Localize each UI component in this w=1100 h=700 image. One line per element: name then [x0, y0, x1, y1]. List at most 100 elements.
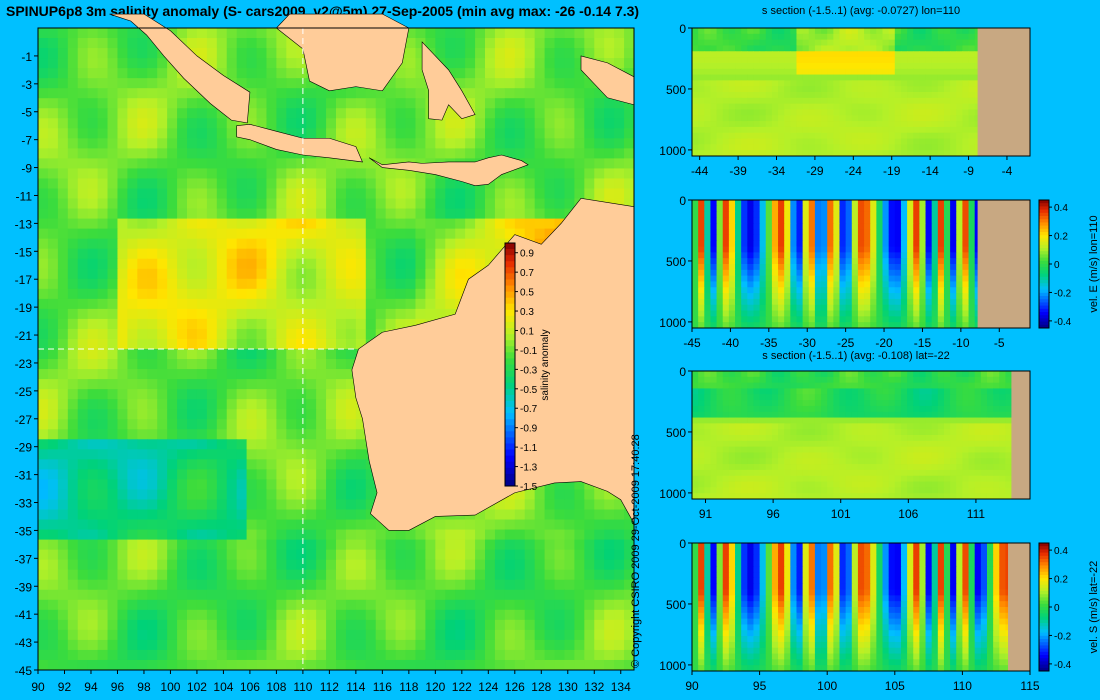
map-cell	[425, 599, 436, 611]
map-cell	[504, 218, 516, 230]
map-cell	[216, 349, 228, 360]
map-cell	[336, 369, 347, 380]
map-cell	[57, 549, 69, 561]
map-cell	[395, 559, 407, 571]
map-cell	[494, 108, 506, 119]
map-cell	[276, 328, 287, 340]
map-cell	[316, 349, 327, 360]
map-cell	[256, 248, 267, 260]
map-cell	[107, 639, 118, 651]
map-cell	[445, 128, 456, 139]
map-cell	[485, 198, 496, 210]
map-cell	[187, 98, 198, 109]
map-cell	[385, 569, 397, 581]
map-cell	[57, 308, 69, 320]
map-cell	[355, 629, 367, 641]
map-cell	[216, 238, 228, 250]
map-cell	[147, 389, 158, 400]
map-cell	[306, 579, 317, 591]
map-cell	[455, 188, 466, 200]
map-cell	[107, 28, 118, 39]
section-s-lon-cell	[753, 51, 761, 58]
map-cell	[276, 529, 287, 541]
map-cell	[355, 539, 367, 551]
map-cell	[624, 549, 635, 561]
map-cell	[385, 539, 397, 551]
map-cell	[425, 629, 436, 641]
map-cell	[326, 188, 337, 200]
map-cell	[405, 649, 416, 661]
map-cell	[97, 379, 109, 390]
map-cell	[564, 649, 575, 661]
map-cell	[167, 409, 178, 420]
map-cell	[177, 88, 188, 99]
map-cell	[167, 288, 178, 300]
section-s-lon-cell	[851, 109, 859, 116]
section-s-lon-cell	[814, 33, 822, 41]
map-cell	[97, 328, 109, 340]
map-cell	[246, 148, 258, 159]
map-cell	[385, 128, 397, 139]
section-s-lon-cell	[827, 62, 834, 70]
map-cell	[177, 359, 188, 370]
map-cell	[266, 328, 277, 340]
map-cell	[266, 208, 277, 220]
section-s-lon-cell	[808, 57, 816, 64]
section-s-lon-cell	[882, 80, 890, 87]
map-cell	[485, 28, 496, 39]
section-s-lon-cell	[827, 103, 834, 110]
map-cell	[296, 629, 307, 641]
map-cell	[226, 499, 238, 510]
map-cell	[127, 559, 138, 571]
map-cell	[187, 479, 198, 490]
map-cell	[266, 48, 277, 59]
section-s-lon-cell	[753, 45, 761, 52]
map-cell	[157, 459, 168, 470]
map-cell	[336, 399, 347, 410]
map-cell	[206, 328, 218, 340]
map-cell	[77, 559, 89, 571]
map-cell	[524, 78, 536, 89]
section-s-lon-cell	[839, 126, 847, 134]
map-cell	[296, 238, 307, 250]
map-cell	[574, 599, 585, 611]
map-cell	[167, 599, 178, 611]
map-cell	[316, 599, 327, 611]
map-cell	[67, 308, 79, 320]
map-cell	[336, 88, 347, 99]
map-cell	[256, 569, 267, 581]
map-cell	[256, 168, 267, 179]
map-cell	[246, 549, 258, 561]
map-cell	[47, 298, 59, 310]
map-cell	[395, 228, 407, 240]
map-cell	[226, 619, 238, 631]
map-cell	[196, 359, 208, 370]
section-s-lon-cell	[698, 62, 705, 70]
map-cell	[306, 218, 317, 230]
map-cell	[564, 48, 575, 59]
map-x-tick-label: 100	[160, 680, 180, 694]
map-cell	[485, 559, 496, 571]
map-cell	[97, 118, 109, 129]
map-cell	[604, 118, 615, 129]
map-cell	[87, 38, 99, 49]
map-cell	[117, 479, 128, 490]
map-cell	[177, 429, 188, 440]
map-cell	[38, 419, 49, 430]
map-cell	[514, 68, 526, 79]
map-cell	[216, 208, 228, 220]
map-cell	[415, 98, 426, 109]
section-s-lon-cell	[765, 45, 773, 52]
map-y-tick-label: -13	[15, 217, 33, 231]
map-cell	[87, 128, 99, 139]
section-s-lon-cell	[704, 45, 711, 52]
map-cell	[286, 449, 297, 460]
map-cell	[187, 338, 198, 350]
map-cell	[256, 619, 267, 631]
section-s-lon-cell	[778, 92, 785, 99]
map-cell	[544, 38, 556, 49]
map-cell	[256, 278, 267, 290]
section-s-lon-cell	[759, 97, 767, 105]
map-cell	[624, 58, 635, 69]
map-cell	[77, 158, 89, 169]
